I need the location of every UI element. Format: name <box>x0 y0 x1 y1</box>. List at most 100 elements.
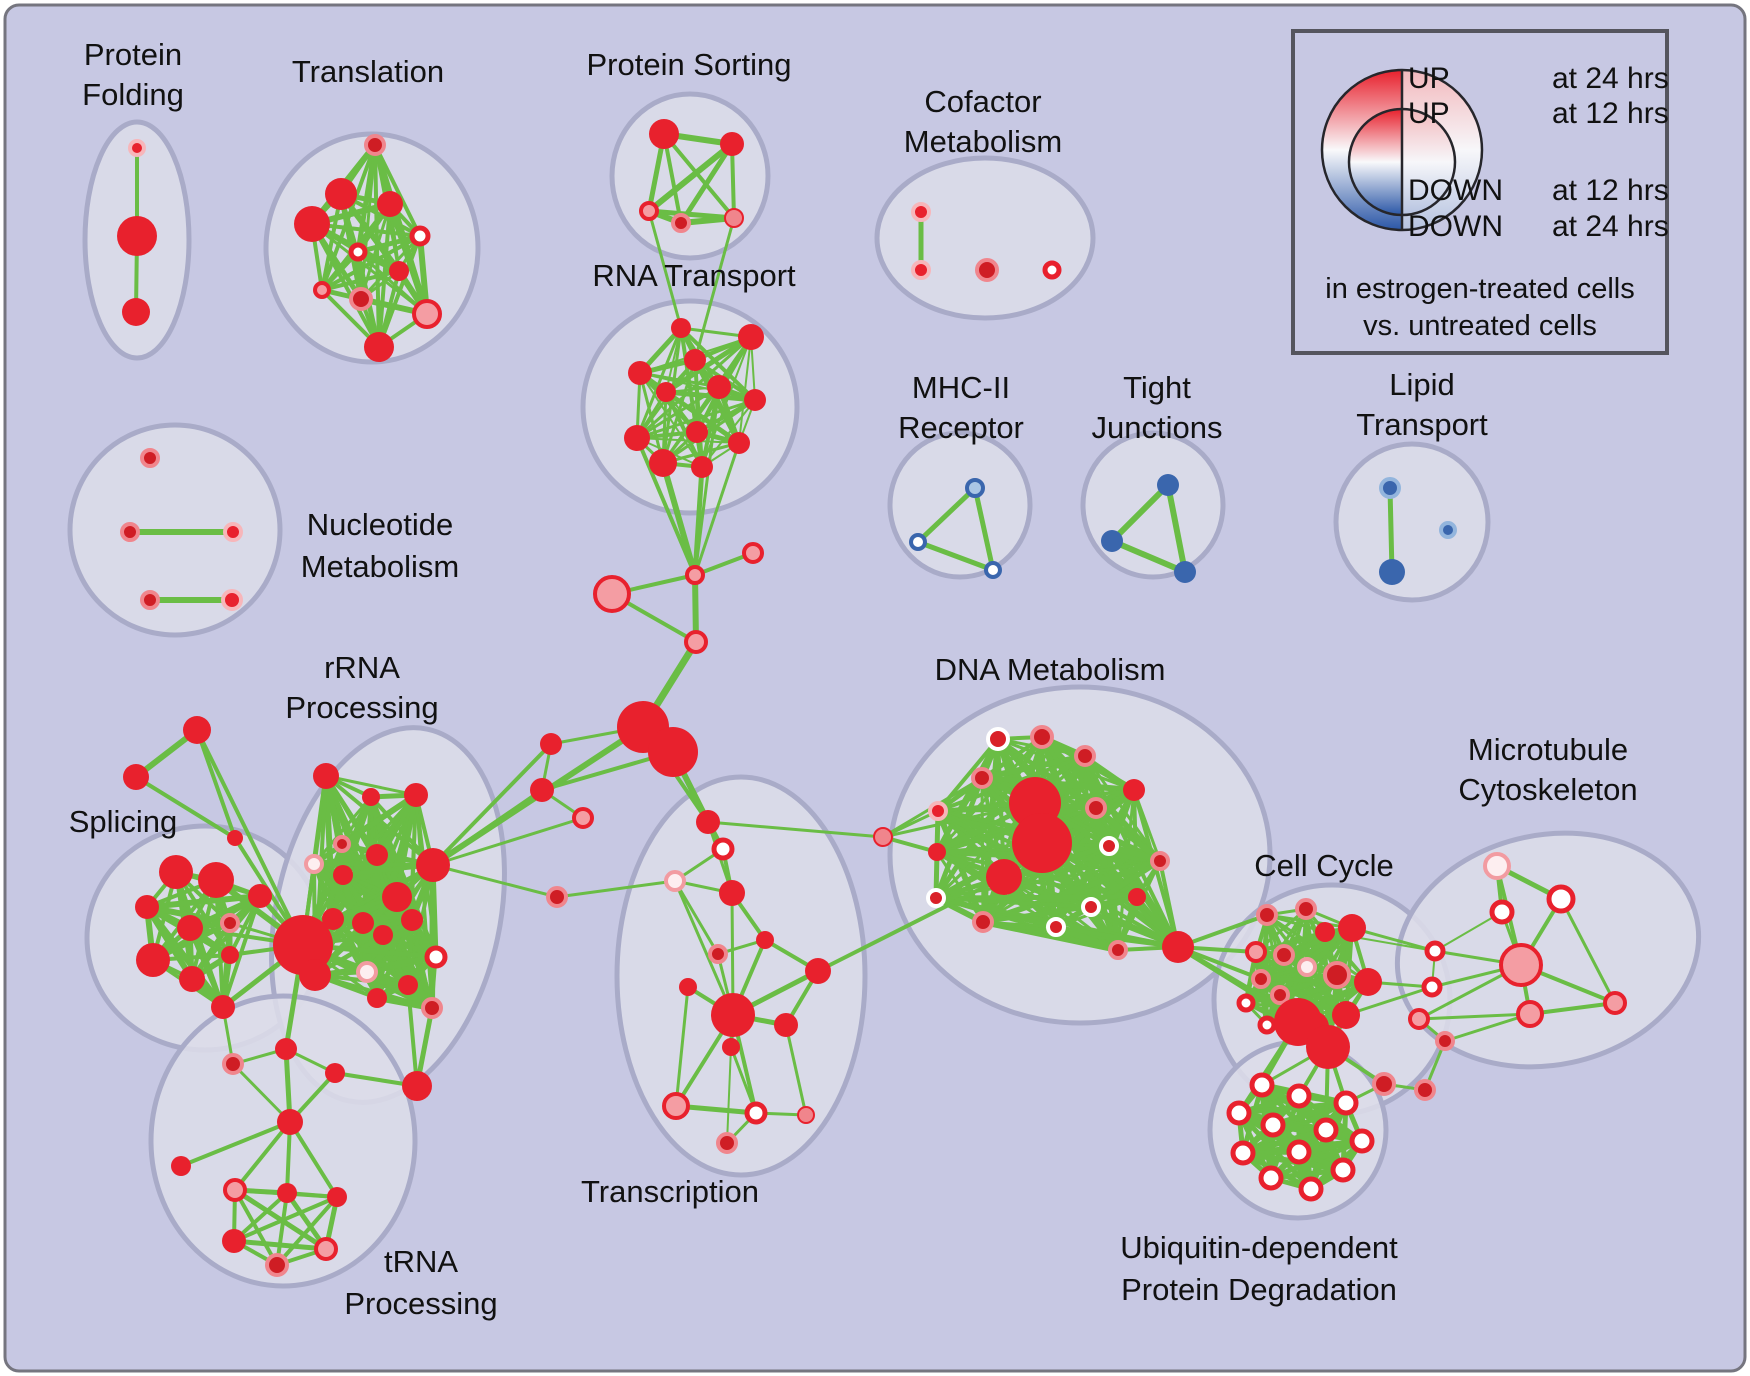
gene-node-cc <box>1338 914 1366 942</box>
gene-node-ub <box>1249 1072 1275 1098</box>
gene-node-ps <box>720 132 744 156</box>
gene-node-spl <box>177 915 203 941</box>
gene-node-free <box>873 827 893 847</box>
cluster-label-mt: Microtubule Cytoskeleton <box>1458 732 1637 807</box>
gene-node-dna <box>926 888 946 908</box>
edge <box>324 774 418 797</box>
edge <box>972 485 996 573</box>
gene-node-mt <box>1603 991 1627 1015</box>
gene-node-cc <box>1315 922 1335 942</box>
edge <box>979 753 1088 781</box>
edge <box>663 389 758 403</box>
edge <box>555 879 677 899</box>
edge <box>639 372 703 468</box>
edge <box>355 233 423 255</box>
gene-node-nm <box>120 522 140 542</box>
cluster-label-tl: Translation <box>292 54 444 89</box>
edge <box>233 1188 279 1267</box>
gene-node-free <box>546 886 568 908</box>
edge <box>693 441 741 577</box>
edge <box>933 775 985 901</box>
gene-node-ub <box>1286 1083 1312 1109</box>
edge <box>635 335 753 440</box>
gene-node-cc <box>1256 904 1278 926</box>
legend-gradient-half <box>1349 109 1402 215</box>
edge <box>310 222 422 238</box>
gene-node-rrna <box>356 961 378 983</box>
gene-node-dna <box>1030 725 1054 749</box>
cluster-label-rnt: RNA Transport <box>592 258 796 293</box>
gene-node-rnt <box>707 375 731 399</box>
cluster-label-trna: tRNA Processing <box>344 1244 497 1321</box>
gene-node-lp <box>1439 521 1457 539</box>
gene-node-tl <box>294 206 330 242</box>
gene-node-dna <box>1123 779 1145 801</box>
edge <box>231 1062 292 1124</box>
gene-node-free <box>402 1071 432 1101</box>
gene-node-nm <box>221 589 243 611</box>
gene-node-free <box>684 630 708 654</box>
edge <box>310 222 429 316</box>
edge <box>738 336 752 444</box>
cluster-label-ub: Ubiquitin-dependent Protein Degradation <box>1120 1230 1398 1307</box>
gene-node-ub <box>1333 1090 1359 1116</box>
gene-node-dna <box>928 801 948 821</box>
edge <box>320 269 401 292</box>
edge <box>933 843 1112 901</box>
gene-node-dna <box>986 859 1022 895</box>
edge <box>275 1191 289 1267</box>
gene-node-free <box>325 1063 345 1083</box>
gene-node-dna <box>971 767 993 789</box>
edge <box>647 209 683 330</box>
edge <box>1259 977 1370 984</box>
gene-node-cf <box>975 258 999 282</box>
cluster-label-tx: Transcription <box>581 1174 759 1209</box>
gene-node-cc <box>1295 898 1317 920</box>
gene-node-tx <box>744 1101 768 1125</box>
gene-node-rnt <box>671 318 691 338</box>
edge <box>726 1046 732 1144</box>
gene-node-cc <box>1274 998 1322 1046</box>
edge <box>406 983 419 1088</box>
edge <box>706 820 885 839</box>
gene-node-tl <box>412 299 442 329</box>
edge <box>660 460 698 578</box>
edge <box>356 250 429 316</box>
gene-node-spl <box>136 943 170 977</box>
gene-node-free <box>227 830 243 846</box>
gene-node-mhc <box>909 533 927 551</box>
gene-node-tl <box>377 191 403 217</box>
gene-node-mt <box>1546 884 1576 914</box>
edge <box>1254 926 1354 954</box>
gene-node-ub <box>1298 1176 1324 1202</box>
gene-node-spl <box>198 862 234 898</box>
gene-node-free <box>275 1038 297 1060</box>
edge <box>231 1238 329 1252</box>
gene-node-free <box>1372 1072 1396 1096</box>
gene-node-spl <box>221 946 239 964</box>
edge <box>730 142 736 220</box>
edge <box>179 1120 292 1168</box>
gene-node-trna <box>314 1237 338 1261</box>
edge <box>190 894 262 981</box>
gene-node-nm <box>140 590 160 610</box>
edge <box>693 385 721 577</box>
legend-footer-line: in estrogen-treated cells <box>1325 273 1635 305</box>
edge <box>1002 859 1162 879</box>
gene-node-ps <box>724 208 744 228</box>
gene-node-free <box>685 565 705 585</box>
edge <box>1434 911 1503 952</box>
edge <box>1165 482 1188 575</box>
legend-time-label: at 24 hrs <box>1552 62 1669 95</box>
edge <box>639 372 756 401</box>
gene-node-rrna <box>362 788 380 806</box>
edge <box>933 894 1140 901</box>
gene-node-mt <box>1421 976 1443 998</box>
gene-node-trna <box>327 1187 347 1207</box>
gene-node-ub <box>1313 1117 1339 1143</box>
edge <box>915 539 996 573</box>
gene-node-rnt <box>728 432 750 454</box>
gene-node-tx <box>662 1092 690 1120</box>
gene-node-ps <box>671 213 691 233</box>
